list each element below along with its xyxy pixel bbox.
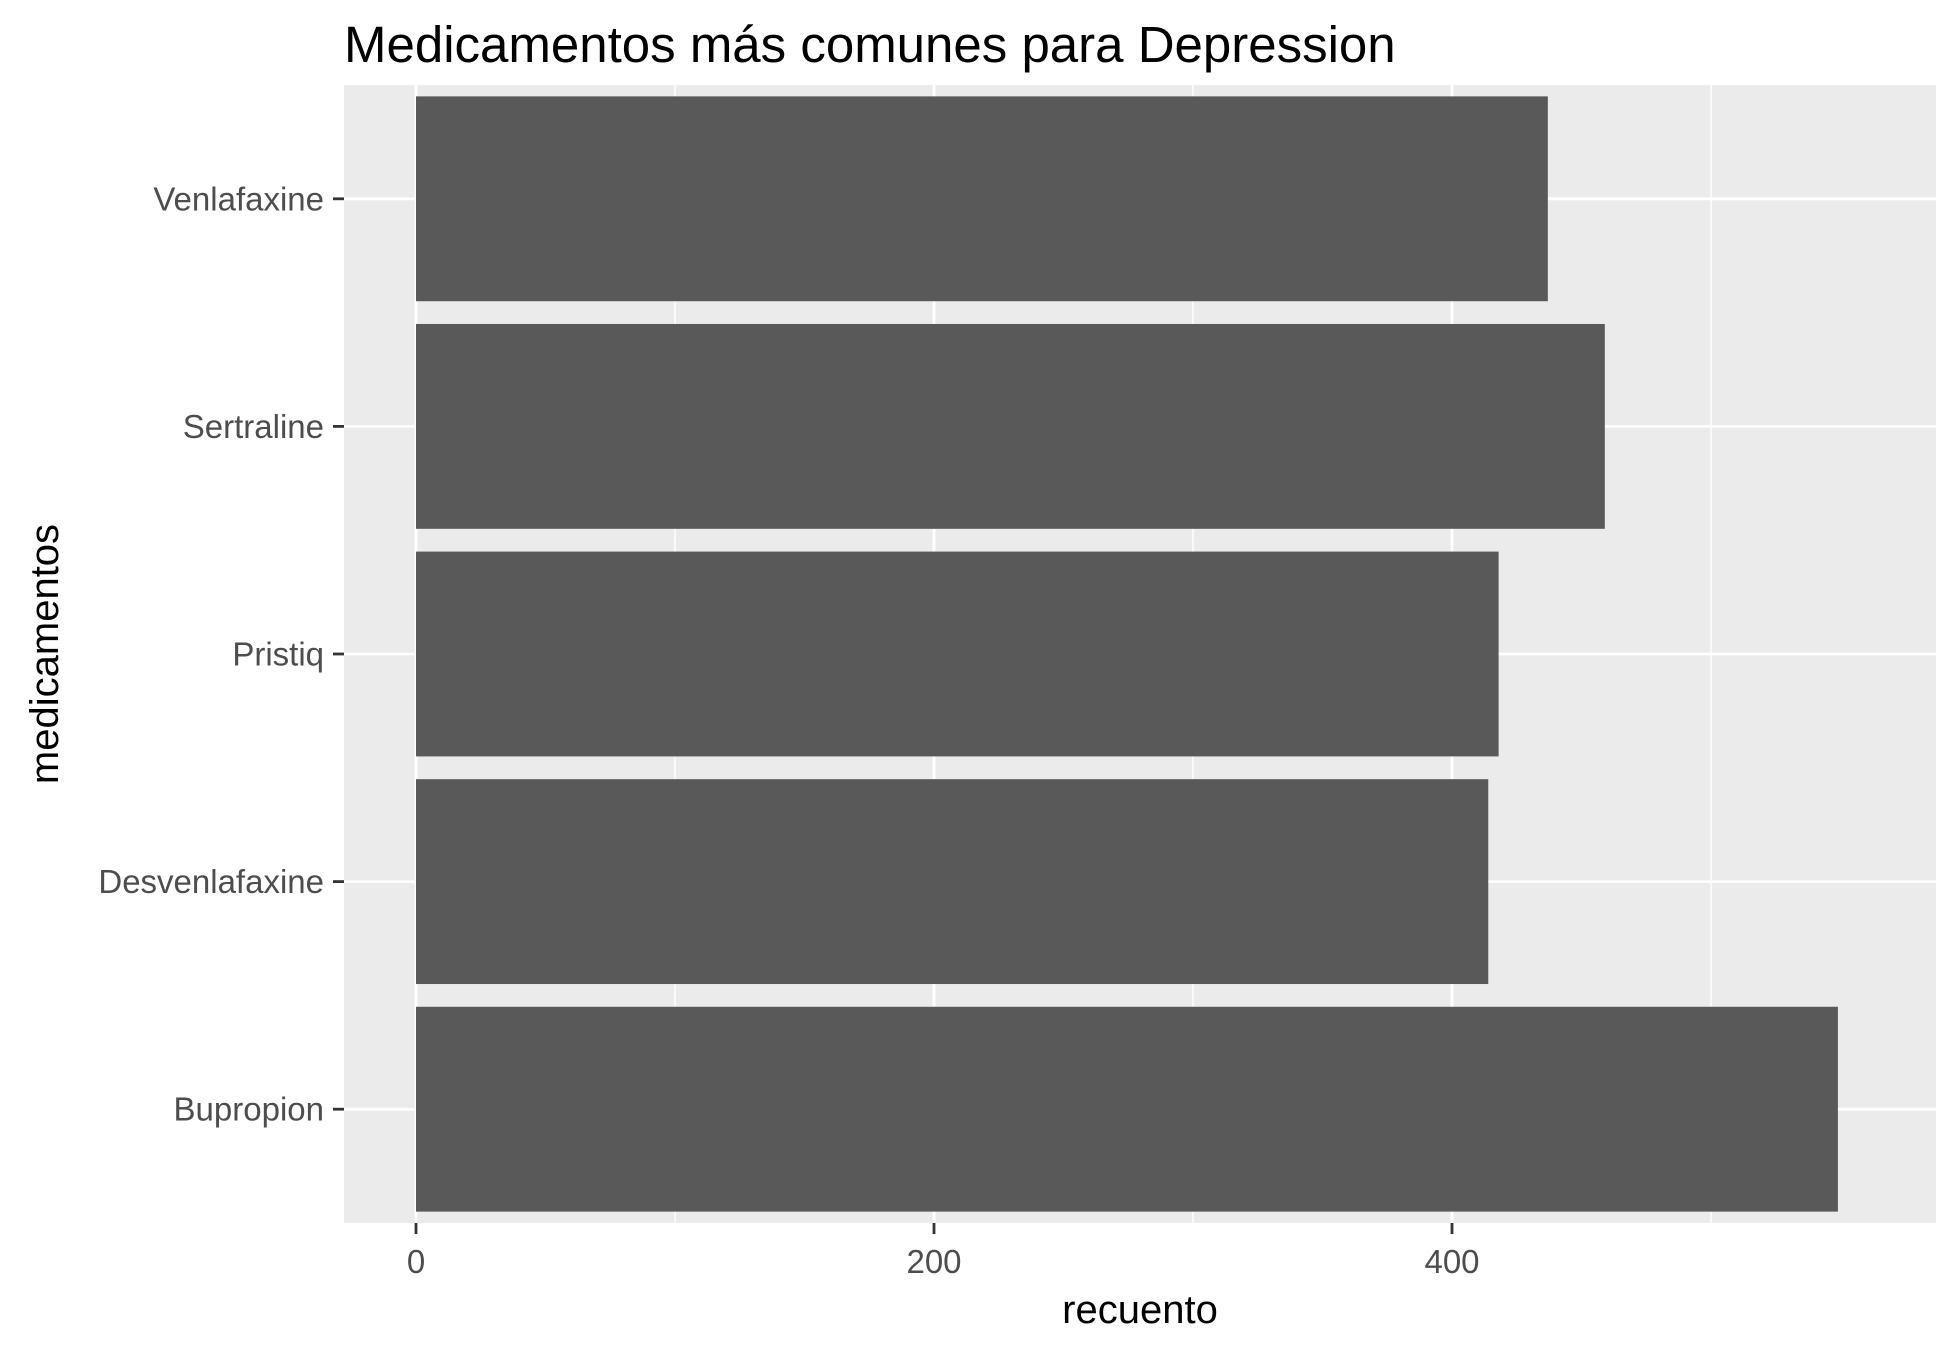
x-tick-label: 400: [1424, 1243, 1479, 1280]
y-axis-title: medicamentos: [23, 524, 67, 784]
y-tick-label: Venlafaxine: [153, 180, 324, 217]
chart-title: Medicamentos más comunes para Depression: [344, 16, 1396, 73]
x-tick-label: 200: [906, 1243, 961, 1280]
bar-desvenlafaxine: [416, 779, 1489, 985]
y-tick-label: Pristiq: [232, 636, 324, 673]
y-axis: Bupropion Desvenlafaxine Pristiq Sertraline…: [98, 180, 344, 1128]
bar-pristiq: [416, 551, 1499, 757]
x-axis-title: recuento: [1062, 1288, 1218, 1332]
bar-sertraline: [416, 323, 1605, 529]
y-tick-label: Desvenlafaxine: [98, 863, 324, 900]
y-tick-label: Bupropion: [174, 1091, 324, 1128]
bars: [416, 96, 1838, 1212]
x-axis: 0 200 400: [407, 1223, 1480, 1280]
x-tick-label: 0: [407, 1243, 425, 1280]
y-tick-label: Sertraline: [183, 408, 324, 445]
bar-bupropion: [416, 1006, 1838, 1212]
bar-venlafaxine: [416, 96, 1548, 302]
